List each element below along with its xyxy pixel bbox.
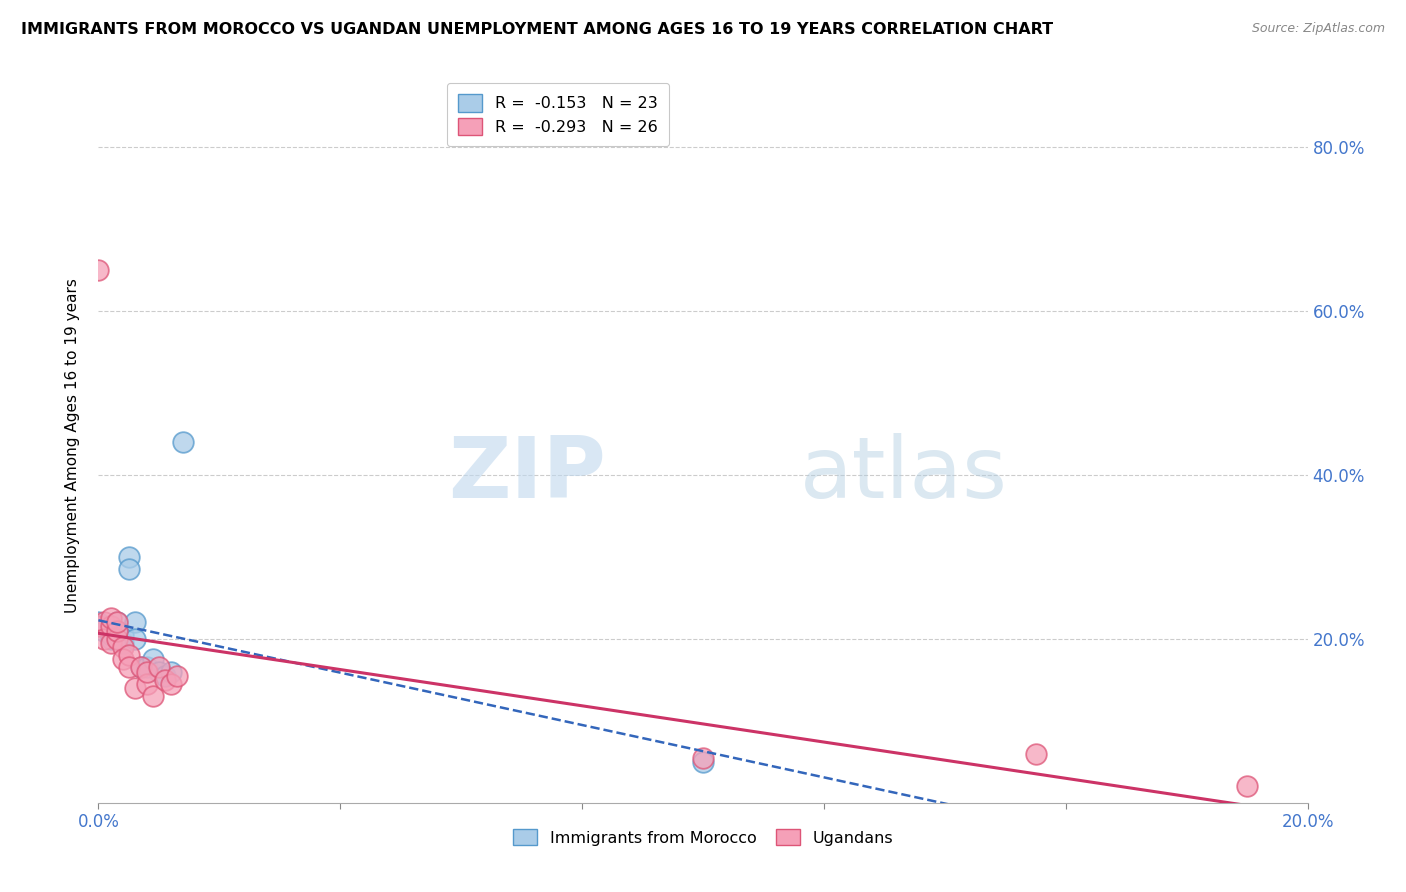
Point (100, 619, 122, 633)
Point (111, 636, 134, 650)
Point (172, 434, 194, 449)
Point (93, 624, 115, 638)
Y-axis label: Unemployment Among Ages 16 to 19 years: Unemployment Among Ages 16 to 19 years (65, 278, 80, 614)
Point (105, 632, 128, 646)
Point (118, 549, 141, 564)
Legend: Immigrants from Morocco, Ugandans: Immigrants from Morocco, Ugandans (506, 822, 900, 852)
Point (105, 624, 128, 638)
Text: ZIP: ZIP (449, 433, 606, 516)
Point (692, 755, 714, 769)
Point (129, 660, 152, 674)
Point (100, 632, 122, 646)
Point (118, 648, 141, 662)
Point (93, 619, 115, 633)
Point (111, 652, 134, 666)
Point (142, 652, 165, 666)
Point (1024, 747, 1046, 761)
Point (692, 750, 714, 764)
Point (100, 611, 122, 625)
Point (87, 615, 110, 630)
Point (135, 665, 157, 679)
Point (105, 615, 128, 630)
Point (135, 677, 157, 691)
Point (111, 627, 134, 641)
Point (153, 668, 176, 682)
Point (160, 665, 183, 679)
Point (100, 627, 122, 641)
Point (160, 677, 183, 691)
Point (135, 660, 157, 674)
Text: Source: ZipAtlas.com: Source: ZipAtlas.com (1251, 22, 1385, 36)
Point (1236, 780, 1258, 794)
Point (105, 624, 128, 638)
Point (124, 632, 146, 646)
Point (87, 619, 110, 633)
Point (93, 615, 115, 630)
Text: atlas: atlas (800, 433, 1008, 516)
Point (100, 619, 122, 633)
Point (148, 660, 170, 674)
Point (166, 668, 188, 682)
Point (118, 562, 141, 576)
Point (118, 660, 141, 674)
Point (87, 262, 110, 277)
Point (129, 660, 152, 674)
Point (105, 632, 128, 646)
Point (111, 640, 134, 654)
Point (153, 673, 176, 687)
Point (148, 665, 170, 679)
Text: IMMIGRANTS FROM MOROCCO VS UGANDAN UNEMPLOYMENT AMONG AGES 16 TO 19 YEARS CORREL: IMMIGRANTS FROM MOROCCO VS UGANDAN UNEMP… (21, 22, 1053, 37)
Point (142, 689, 165, 703)
Point (124, 681, 146, 695)
Point (124, 615, 146, 630)
Point (100, 636, 122, 650)
Point (93, 632, 115, 646)
Point (105, 615, 128, 630)
